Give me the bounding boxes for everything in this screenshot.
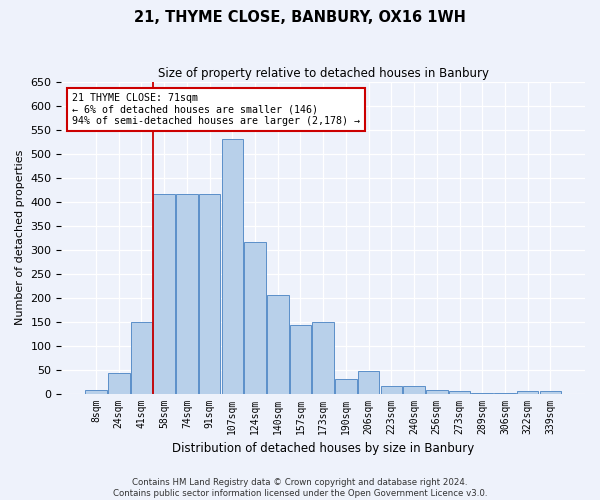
- Text: Contains HM Land Registry data © Crown copyright and database right 2024.
Contai: Contains HM Land Registry data © Crown c…: [113, 478, 487, 498]
- Bar: [108, 374, 130, 394]
- Bar: [539, 391, 561, 394]
- X-axis label: Distribution of detached houses by size in Banbury: Distribution of detached houses by size …: [172, 442, 475, 455]
- Bar: [403, 386, 425, 394]
- Bar: [154, 194, 175, 394]
- Bar: [494, 392, 516, 394]
- Bar: [517, 391, 538, 394]
- Bar: [335, 379, 357, 394]
- Bar: [449, 391, 470, 394]
- Bar: [267, 295, 289, 394]
- Bar: [313, 322, 334, 394]
- Bar: [199, 194, 220, 394]
- Bar: [426, 390, 448, 394]
- Bar: [290, 326, 311, 394]
- Bar: [85, 390, 107, 394]
- Bar: [221, 139, 243, 394]
- Bar: [244, 242, 266, 394]
- Bar: [131, 322, 152, 394]
- Bar: [472, 392, 493, 394]
- Bar: [380, 386, 402, 394]
- Text: 21 THYME CLOSE: 71sqm
← 6% of detached houses are smaller (146)
94% of semi-deta: 21 THYME CLOSE: 71sqm ← 6% of detached h…: [72, 92, 360, 126]
- Text: 21, THYME CLOSE, BANBURY, OX16 1WH: 21, THYME CLOSE, BANBURY, OX16 1WH: [134, 10, 466, 25]
- Bar: [176, 194, 197, 394]
- Title: Size of property relative to detached houses in Banbury: Size of property relative to detached ho…: [158, 68, 489, 80]
- Bar: [358, 370, 379, 394]
- Y-axis label: Number of detached properties: Number of detached properties: [15, 150, 25, 326]
